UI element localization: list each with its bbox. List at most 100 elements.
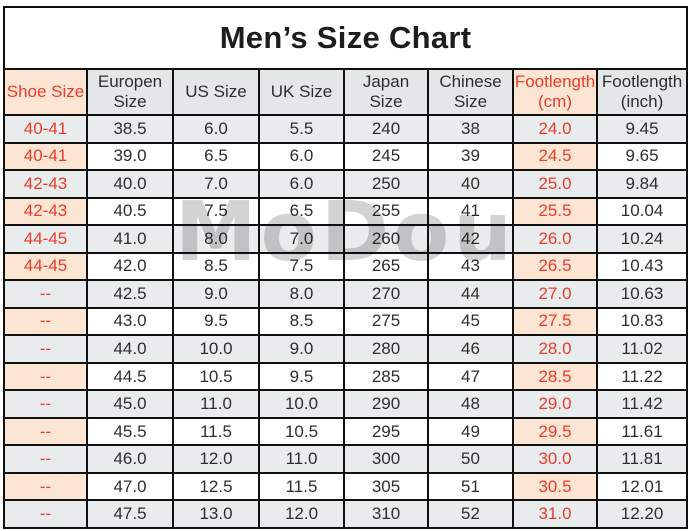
cell: 40 bbox=[427, 169, 514, 199]
cell: -- bbox=[3, 471, 88, 502]
cell: 305 bbox=[343, 471, 429, 502]
cell: 39 bbox=[427, 141, 514, 172]
cell: 29.5 bbox=[512, 416, 598, 447]
cell: 11.22 bbox=[595, 361, 688, 392]
cell: 44-45 bbox=[3, 251, 88, 282]
cell: 7.0 bbox=[172, 169, 260, 199]
table-row: -- 44.0 10.0 9.0 280 46 28.0 11.02 bbox=[3, 334, 688, 364]
table-row: -- 45.5 11.5 10.5 295 49 29.5 11.61 bbox=[3, 416, 688, 447]
cell: 6.5 bbox=[172, 141, 260, 172]
cell: 39.0 bbox=[86, 141, 174, 172]
cell: -- bbox=[3, 389, 88, 419]
cell: 290 bbox=[343, 389, 429, 419]
table-row: 44-45 42.0 8.5 7.5 265 43 26.5 10.43 bbox=[3, 251, 688, 282]
cell: 8.5 bbox=[172, 251, 260, 282]
cell: 31.0 bbox=[512, 499, 598, 529]
cell: 8.0 bbox=[172, 224, 260, 254]
cell: 260 bbox=[343, 224, 429, 254]
column-header-6: Footlength (cm) bbox=[512, 68, 598, 116]
title-row: Men’s Size Chart bbox=[2, 6, 688, 70]
cell: 310 bbox=[343, 499, 429, 529]
cell: 10.63 bbox=[595, 279, 688, 309]
table-row: 44-45 41.0 8.0 7.0 260 42 26.0 10.24 bbox=[3, 224, 688, 254]
cell: 7.5 bbox=[258, 251, 345, 282]
cell: 275 bbox=[343, 306, 429, 337]
cell: 44-45 bbox=[3, 224, 88, 254]
cell: 6.0 bbox=[172, 114, 260, 144]
cell: 40-41 bbox=[3, 141, 88, 172]
table-row: -- 44.5 10.5 9.5 285 47 28.5 11.22 bbox=[3, 361, 688, 392]
cell: 240 bbox=[343, 114, 429, 144]
cell: 7.0 bbox=[258, 224, 345, 254]
cell: 45 bbox=[427, 306, 514, 337]
cell: 41.0 bbox=[86, 224, 174, 254]
cell: 10.83 bbox=[595, 306, 688, 337]
table-row: -- 47.0 12.5 11.5 305 51 30.5 12.01 bbox=[3, 471, 688, 502]
table-row: -- 45.0 11.0 10.0 290 48 29.0 11.42 bbox=[3, 389, 688, 419]
cell: 8.5 bbox=[258, 306, 345, 337]
cell: 6.0 bbox=[258, 141, 345, 172]
cell: -- bbox=[3, 499, 88, 529]
table-row: 42-43 40.0 7.0 6.0 250 40 25.0 9.84 bbox=[3, 169, 688, 199]
cell: 12.20 bbox=[595, 499, 688, 529]
table-row: 40-41 38.5 6.0 5.5 240 38 24.0 9.45 bbox=[3, 114, 688, 144]
cell: 49 bbox=[427, 416, 514, 447]
cell: 50 bbox=[427, 444, 514, 474]
cell: 47 bbox=[427, 361, 514, 392]
cell: 30.5 bbox=[512, 471, 598, 502]
cell: 9.0 bbox=[258, 334, 345, 364]
table-row: -- 43.0 9.5 8.5 275 45 27.5 10.83 bbox=[3, 306, 688, 337]
cell: 6.5 bbox=[258, 196, 345, 227]
cell: 47.5 bbox=[86, 499, 174, 529]
column-header-1: Europen Size bbox=[86, 68, 174, 116]
cell: 11.02 bbox=[595, 334, 688, 364]
cell: 11.0 bbox=[258, 444, 345, 474]
cell: 42-43 bbox=[3, 196, 88, 227]
size-chart-table: Men’s Size Chart Shoe Size Europen Size US… bbox=[2, 6, 688, 529]
header-row: Shoe Size Europen Size US Size UK Size Japan… bbox=[3, 68, 688, 116]
cell: 9.5 bbox=[258, 361, 345, 392]
cell: -- bbox=[3, 444, 88, 474]
cell: 280 bbox=[343, 334, 429, 364]
cell: 10.0 bbox=[258, 389, 345, 419]
cell: 300 bbox=[343, 444, 429, 474]
cell: 43 bbox=[427, 251, 514, 282]
cell: 51 bbox=[427, 471, 514, 502]
cell: 24.0 bbox=[512, 114, 598, 144]
cell: 44 bbox=[427, 279, 514, 309]
cell: 265 bbox=[343, 251, 429, 282]
cell: 9.65 bbox=[595, 141, 688, 172]
cell: 27.5 bbox=[512, 306, 598, 337]
page-title: Men’s Size Chart bbox=[2, 6, 688, 70]
cell: -- bbox=[3, 416, 88, 447]
cell: 48 bbox=[427, 389, 514, 419]
cell: 44.5 bbox=[86, 361, 174, 392]
cell: 28.5 bbox=[512, 361, 598, 392]
cell: 25.0 bbox=[512, 169, 598, 199]
cell: 11.5 bbox=[172, 416, 260, 447]
table-row: 40-41 39.0 6.5 6.0 245 39 24.5 9.65 bbox=[3, 141, 688, 172]
cell: 42.5 bbox=[86, 279, 174, 309]
cell: 46.0 bbox=[86, 444, 174, 474]
cell: 7.5 bbox=[172, 196, 260, 227]
cell: 295 bbox=[343, 416, 429, 447]
cell: 9.45 bbox=[595, 114, 688, 144]
cell: 47.0 bbox=[86, 471, 174, 502]
cell: 250 bbox=[343, 169, 429, 199]
cell: 10.0 bbox=[172, 334, 260, 364]
cell: 40.0 bbox=[86, 169, 174, 199]
cell: 12.0 bbox=[172, 444, 260, 474]
cell: 25.5 bbox=[512, 196, 598, 227]
table-row: 42-43 40.5 7.5 6.5 255 41 25.5 10.04 bbox=[3, 196, 688, 227]
cell: -- bbox=[3, 306, 88, 337]
cell: 52 bbox=[427, 499, 514, 529]
cell: 8.0 bbox=[258, 279, 345, 309]
cell: 45.5 bbox=[86, 416, 174, 447]
cell: 42 bbox=[427, 224, 514, 254]
cell: 40.5 bbox=[86, 196, 174, 227]
column-header-2: US Size bbox=[172, 68, 260, 116]
cell: 255 bbox=[343, 196, 429, 227]
cell: 11.42 bbox=[595, 389, 688, 419]
cell: 10.24 bbox=[595, 224, 688, 254]
